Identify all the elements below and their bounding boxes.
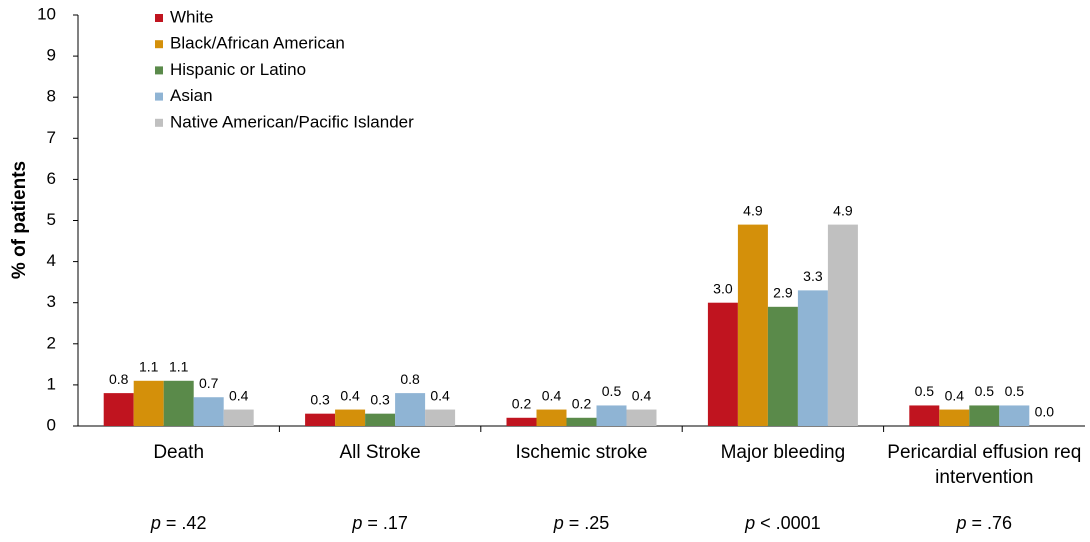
x-tick-label: Ischemic stroke [515, 442, 648, 463]
bar [827, 224, 858, 426]
bar [707, 302, 738, 426]
value-label: 0.4 [632, 387, 652, 403]
y-tick-label: 10 [37, 4, 56, 23]
p-value: p = .76 [956, 513, 1013, 533]
value-label: 3.3 [803, 268, 823, 284]
y-tick-label: 3 [47, 292, 56, 311]
value-label: 0.5 [975, 383, 995, 399]
value-label: 4.9 [833, 202, 853, 218]
value-label: 2.9 [773, 285, 793, 301]
value-label: 0.2 [512, 395, 532, 411]
value-label: 0.5 [1005, 383, 1025, 399]
p-value: p = .42 [150, 513, 207, 533]
value-label: 4.9 [743, 202, 763, 218]
bar [133, 380, 164, 426]
bar [939, 409, 970, 426]
bar [767, 306, 798, 426]
y-tick-label: 2 [47, 333, 56, 352]
value-label: 0.4 [340, 387, 360, 403]
p-value: p = .25 [553, 513, 610, 533]
bar [566, 417, 597, 426]
value-label: 0.4 [542, 387, 562, 403]
y-tick-label: 5 [47, 210, 56, 229]
legend-swatch [155, 66, 163, 75]
value-label: 0.3 [310, 391, 330, 407]
legend-swatch [155, 118, 163, 127]
bar [305, 413, 336, 426]
bar [596, 405, 627, 426]
value-label: 0.3 [370, 391, 390, 407]
legend-label: Black/African American [170, 34, 345, 53]
bar [163, 380, 194, 426]
legend-swatch [155, 40, 163, 49]
bar [506, 417, 537, 426]
bar [335, 409, 366, 426]
p-value: p < .0001 [744, 513, 821, 533]
bar [797, 290, 828, 426]
value-label: 1.1 [169, 358, 189, 374]
legend-label: Hispanic or Latino [170, 60, 306, 79]
y-tick-label: 9 [47, 46, 56, 65]
y-tick-label: 6 [47, 169, 56, 188]
value-label: 0.5 [602, 383, 622, 399]
value-label: 0.5 [915, 383, 935, 399]
y-tick-label: 0 [47, 415, 56, 434]
legend-label: Asian [170, 86, 213, 105]
bar [999, 405, 1030, 426]
value-label: 0.4 [430, 387, 450, 403]
legend-label: Native American/Pacific Islander [170, 112, 414, 131]
value-label: 0.7 [199, 375, 219, 391]
x-tick-label: Death [153, 442, 205, 463]
x-tick-label: Major bleeding [720, 442, 846, 463]
bar [103, 393, 134, 426]
y-axis-title: % of patients [9, 161, 30, 279]
value-label: 3.0 [713, 280, 733, 296]
bar [425, 409, 456, 426]
x-tick-label: Pericardial effusion req intervention [887, 442, 1082, 488]
x-tick-label: All Stroke [339, 442, 421, 463]
y-tick-label: 1 [47, 374, 56, 393]
value-label: 0.8 [109, 371, 129, 387]
bar [536, 409, 567, 426]
y-tick-label: 8 [47, 87, 56, 106]
value-label: 0.2 [572, 395, 592, 411]
value-label: 1.1 [139, 358, 159, 374]
bar [909, 405, 940, 426]
bar [223, 409, 254, 426]
y-tick-label: 4 [47, 251, 56, 270]
bar [626, 409, 657, 426]
legend-swatch [155, 92, 163, 101]
p-value: p = .17 [351, 513, 408, 533]
legend-label: White [170, 7, 213, 26]
bar [193, 397, 224, 426]
value-label: 0.4 [229, 387, 249, 403]
y-tick-label: 7 [47, 128, 56, 147]
value-label: 0.4 [945, 387, 965, 403]
legend-swatch [155, 14, 163, 22]
bar [395, 393, 426, 426]
value-label: 0.0 [1035, 404, 1055, 420]
value-label: 0.8 [400, 371, 420, 387]
bar [969, 405, 1000, 426]
bar [365, 413, 396, 426]
bar [737, 224, 768, 426]
